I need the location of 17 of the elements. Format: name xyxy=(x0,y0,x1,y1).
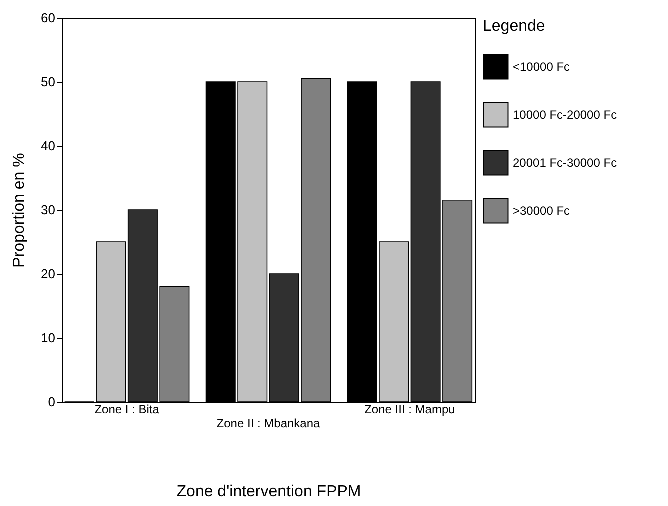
y-tick-label: 20 xyxy=(41,266,56,282)
x-tick-label: Zone III : Mampu xyxy=(364,402,456,416)
x-axis-title: Zone d'intervention FPPM xyxy=(176,484,362,500)
legend-label: >30000 Fc xyxy=(513,204,570,218)
legend-title: Legende xyxy=(483,18,546,35)
y-tick-label: 60 xyxy=(41,10,56,26)
legend-label: <10000 Fc xyxy=(513,60,570,74)
y-axis-title: Proportion en % xyxy=(11,153,28,268)
y-tick-label: 10 xyxy=(41,330,56,346)
x-tick-label: Zone II : Mbankana xyxy=(216,416,321,430)
y-tick-label: 40 xyxy=(41,138,56,154)
y-tick-label: 30 xyxy=(41,202,56,218)
legend-label: 20001 Fc-30000 Fc xyxy=(513,156,618,170)
legend-label: 10000 Fc-20000 Fc xyxy=(513,108,618,122)
y-tick-label: 50 xyxy=(41,74,56,90)
y-tick-label: 0 xyxy=(48,394,56,410)
x-tick-label: Zone I : Bita xyxy=(94,402,160,416)
